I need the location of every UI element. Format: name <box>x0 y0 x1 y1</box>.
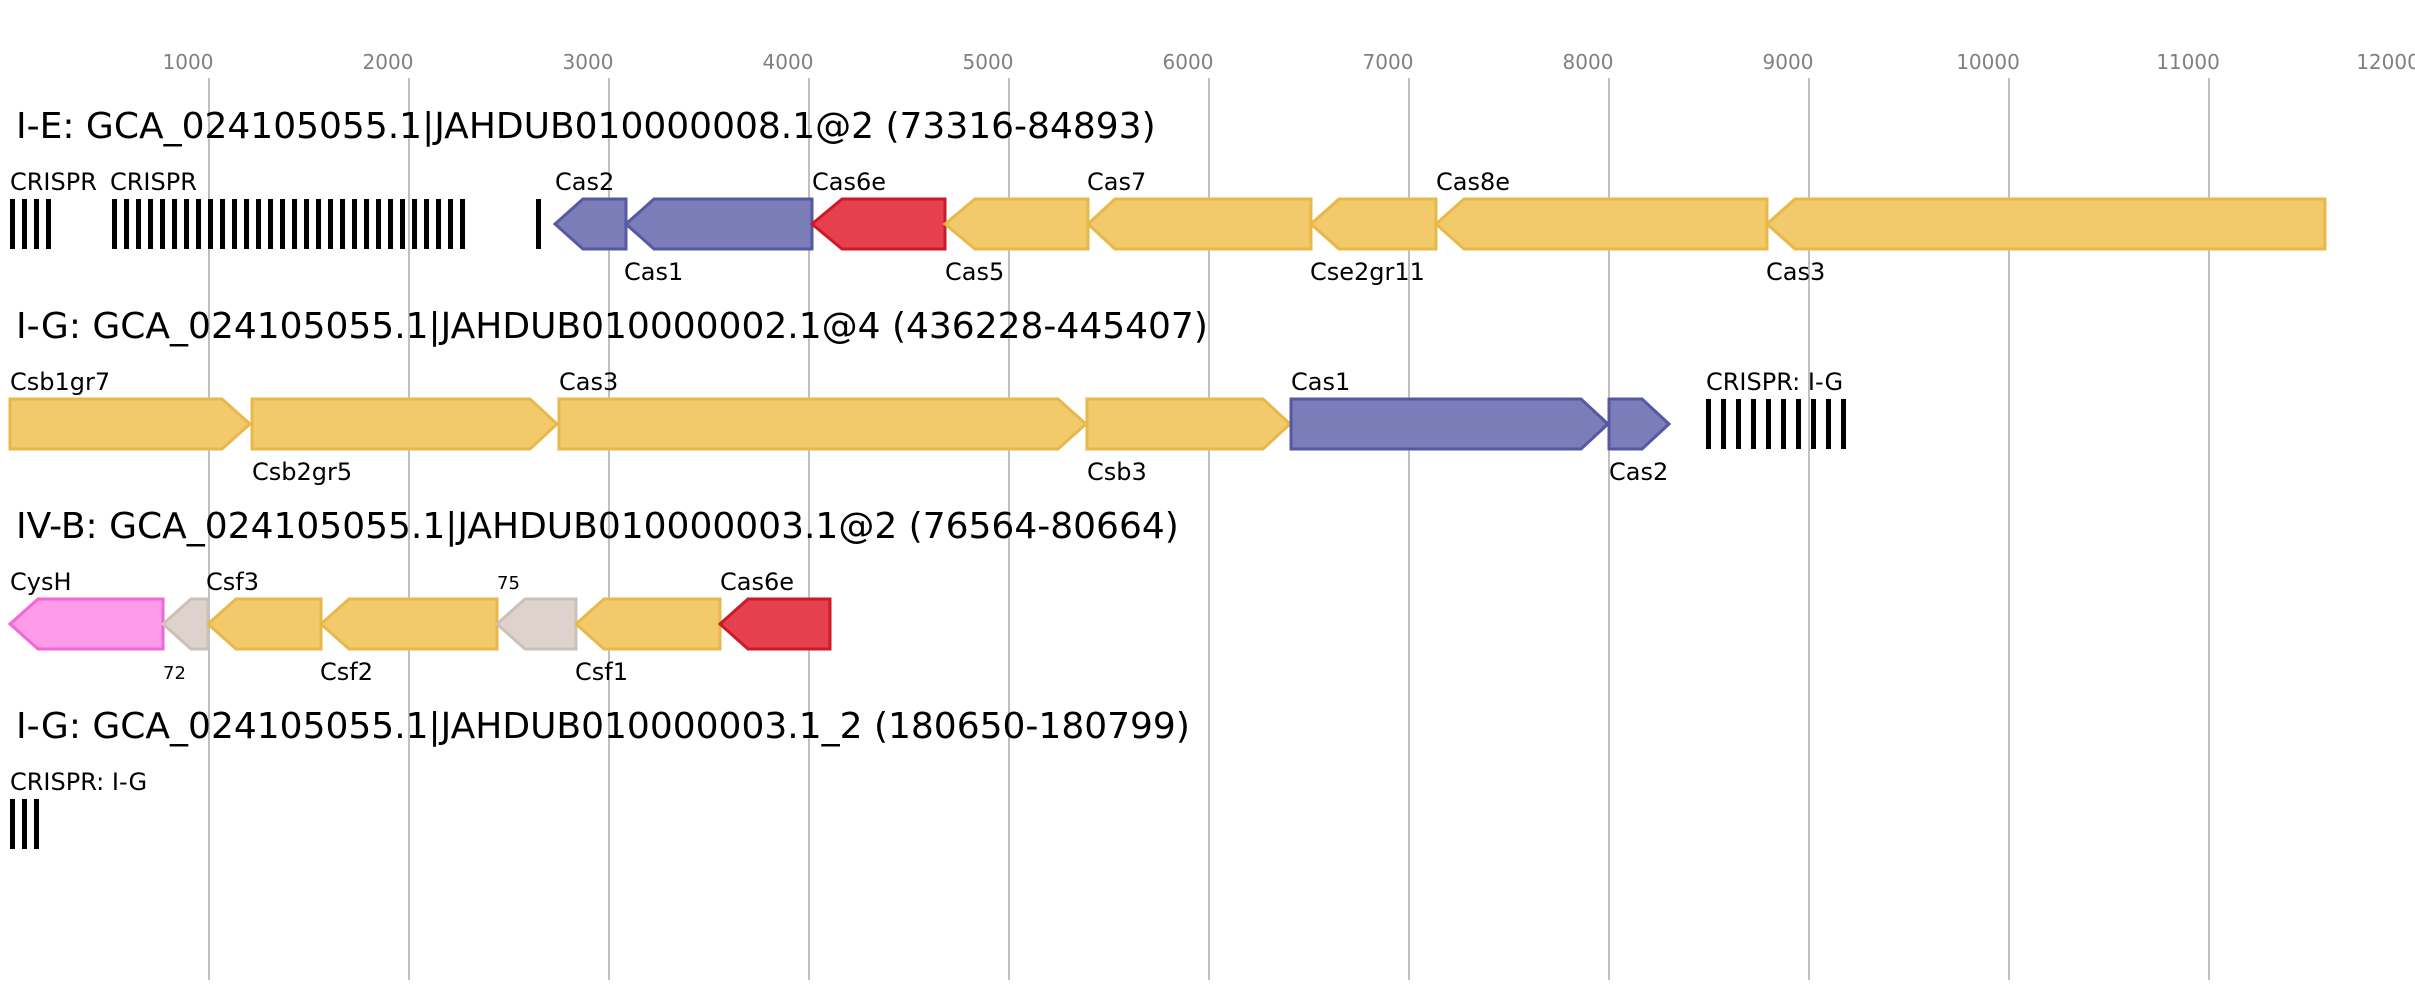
gene-arrow-cas5: Cas5 <box>942 197 1090 286</box>
gene-arrow-cas1: Cas1 <box>623 197 814 286</box>
gene-arrow-csf1: Csf1 <box>573 597 722 686</box>
feature-label: Cse2gr11 <box>1310 258 1425 286</box>
feature-label: Csf1 <box>575 658 628 686</box>
gene-arrow-cas1: Cas1 <box>1289 368 1611 451</box>
tick-label: 11000 <box>2156 50 2220 74</box>
feature-label: Cas1 <box>624 258 683 286</box>
locus-i-e: I-E: GCA_024105055.1|JAHDUB010000008.1@2… <box>10 106 2327 286</box>
gene-arrow-cas3: Cas3 <box>557 368 1089 451</box>
tick-label: 1000 <box>163 50 214 74</box>
locus-title: IV-B: GCA_024105055.1|JAHDUB010000003.1@… <box>16 506 1179 547</box>
gene-arrow-cas6e: Cas6e <box>717 568 832 651</box>
gene-arrow-cas8e: Cas8e <box>1433 168 1769 251</box>
locus-title: I-G: GCA_024105055.1|JAHDUB010000003.1_2… <box>16 706 1190 747</box>
gene-arrow-cse2gr11: Cse2gr11 <box>1308 197 1438 286</box>
feature-label: 75 <box>497 573 520 594</box>
locus-iv-b: IV-B: GCA_024105055.1|JAHDUB010000003.1@… <box>7 506 1179 686</box>
feature-label: CysH <box>10 568 72 596</box>
feature-label: CRISPR <box>10 168 97 196</box>
feature-label: Cas7 <box>1087 168 1146 196</box>
gene-arrow-cas3: Cas3 <box>1764 197 2327 286</box>
gene-arrow-cas6e: Cas6e <box>809 168 947 251</box>
tick-label: 3000 <box>563 50 614 74</box>
gene-arrow-csf3: Csf3 <box>205 568 323 651</box>
gene-arrow-cas2: Cas2 <box>552 168 628 251</box>
tick-label: 6000 <box>1163 50 1214 74</box>
crispr-array: CRISPR <box>10 168 97 249</box>
gene-arrow-csb2gr5: Csb2gr5 <box>250 397 560 486</box>
gene-arrow-csb3: Csb3 <box>1085 397 1293 486</box>
feature-label: CRISPR <box>110 168 197 196</box>
crispr-array: CRISPR: I-G <box>10 768 147 849</box>
gene-arrow-cas2: Cas2 <box>1607 397 1672 486</box>
gene-arrow-cas7: Cas7 <box>1085 168 1313 251</box>
feature-label: Cas1 <box>1291 368 1350 396</box>
feature-label: CRISPR: I-G <box>10 768 147 796</box>
locus-i-g: I-G: GCA_024105055.1|JAHDUB010000002.1@4… <box>8 306 1846 486</box>
feature-label: Cas5 <box>945 258 1004 286</box>
feature-label: Cas3 <box>1766 258 1825 286</box>
feature-label: Csb2gr5 <box>252 458 352 486</box>
tick-label: 2000 <box>363 50 414 74</box>
gene-arrow-72: 72 <box>160 597 210 684</box>
gene-arrow-csb1gr7: Csb1gr7 <box>8 368 253 451</box>
feature-label: Cas2 <box>555 168 614 196</box>
feature-label: Cas6e <box>720 568 794 596</box>
gene-arrow-75: 75 <box>494 573 578 651</box>
gene-arrow-cysh: CysH <box>7 568 165 651</box>
tick-labels: 1000 2000 3000 4000 5000 6000 7000 8000 … <box>163 50 2415 74</box>
feature-label: Cas6e <box>812 168 886 196</box>
feature-label: CRISPR: I-G <box>1706 368 1843 396</box>
crispr-array: CRISPR: I-G <box>1706 368 1846 449</box>
tick-label: 7000 <box>1363 50 1414 74</box>
feature-label: Csf3 <box>206 568 259 596</box>
locus-i-g-2: I-G: GCA_024105055.1|JAHDUB010000003.1_2… <box>10 706 1190 849</box>
tick-label: 12000 <box>2356 50 2415 74</box>
crispr-array: CRISPR <box>110 168 541 249</box>
feature-label: Cas2 <box>1609 458 1668 486</box>
locus-title: I-G: GCA_024105055.1|JAHDUB010000002.1@4… <box>16 306 1208 347</box>
feature-label: Csb3 <box>1087 458 1147 486</box>
tick-label: 4000 <box>763 50 814 74</box>
tick-label: 5000 <box>963 50 1014 74</box>
tick-label: 8000 <box>1563 50 1614 74</box>
feature-label: 72 <box>163 663 186 684</box>
feature-label: Cas8e <box>1436 168 1510 196</box>
tick-label: 10000 <box>1956 50 2020 74</box>
locus-title: I-E: GCA_024105055.1|JAHDUB010000008.1@2… <box>16 106 1156 147</box>
feature-label: Cas3 <box>559 368 618 396</box>
feature-label: Csf2 <box>320 658 373 686</box>
feature-label: Csb1gr7 <box>10 368 110 396</box>
tick-label: 9000 <box>1763 50 1814 74</box>
